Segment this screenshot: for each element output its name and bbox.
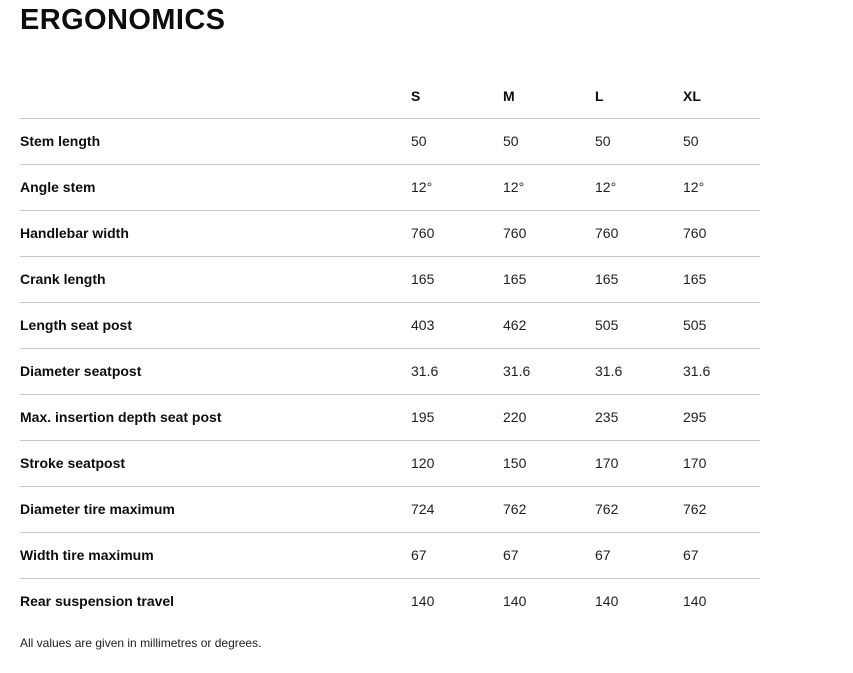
cell-value: 67 bbox=[683, 532, 760, 579]
cell-value: 165 bbox=[411, 256, 503, 303]
cell-value: 760 bbox=[411, 210, 503, 257]
table-row: Width tire maximum 67 67 67 67 bbox=[20, 532, 760, 579]
cell-value: 50 bbox=[411, 118, 503, 165]
cell-value: 165 bbox=[683, 256, 760, 303]
cell-value: 762 bbox=[503, 486, 595, 533]
table-row: Length seat post 403 462 505 505 bbox=[20, 302, 760, 349]
cell-value: 505 bbox=[595, 302, 683, 349]
table-header: S M L XL bbox=[20, 74, 760, 119]
column-header-l: L bbox=[595, 74, 683, 119]
table-row: Stroke seatpost 120 150 170 170 bbox=[20, 440, 760, 487]
cell-value: 31.6 bbox=[503, 348, 595, 395]
cell-value: 724 bbox=[411, 486, 503, 533]
column-header-xl: XL bbox=[683, 74, 760, 119]
column-header-m: M bbox=[503, 74, 595, 119]
cell-value: 67 bbox=[595, 532, 683, 579]
cell-value: 403 bbox=[411, 302, 503, 349]
cell-value: 170 bbox=[595, 440, 683, 487]
header-spacer-cell bbox=[20, 74, 411, 119]
cell-value: 12° bbox=[595, 164, 683, 211]
cell-value: 50 bbox=[503, 118, 595, 165]
cell-value: 140 bbox=[411, 593, 435, 610]
ergonomics-table: S M L XL Stem length 50 50 50 50 Angle stem 12° 12… bbox=[20, 74, 760, 624]
page-title: ERGONOMICS bbox=[20, 4, 226, 36]
ergonomics-section: ERGONOMICS S M L XL Stem length 50 50 50 50 Angl… bbox=[20, 4, 760, 650]
row-label: Handlebar width bbox=[20, 210, 411, 257]
table-row: Angle stem 12° 12° 12° 12° bbox=[20, 164, 760, 211]
cell-value: 120 bbox=[411, 440, 503, 487]
cell-value: 12° bbox=[503, 164, 595, 211]
row-label: Max. insertion depth seat post bbox=[20, 394, 411, 441]
footnote: All values are given in millimetres or d… bbox=[20, 636, 262, 650]
cell-value: 760 bbox=[595, 210, 683, 257]
row-label: Rear suspension travel bbox=[20, 593, 175, 610]
table-row: Diameter tire maximum 724 762 762 762 bbox=[20, 486, 760, 533]
cell-value: 31.6 bbox=[411, 348, 503, 395]
cell-value: 235 bbox=[595, 394, 683, 441]
row-label: Width tire maximum bbox=[20, 532, 411, 579]
cell-value: 12° bbox=[683, 164, 760, 211]
table-body: Stem length 50 50 50 50 Angle stem 12° 12° 12° 12… bbox=[20, 118, 760, 624]
table-row: Max. insertion depth seat post 195 220 235 2… bbox=[20, 394, 760, 441]
cell-value: 195 bbox=[411, 394, 503, 441]
cell-value: 760 bbox=[503, 210, 595, 257]
cell-value: 140 bbox=[683, 593, 707, 610]
row-label: Stroke seatpost bbox=[20, 440, 411, 487]
table-row: Diameter seatpost 31.6 31.6 31.6 31.6 bbox=[20, 348, 760, 395]
cell-value: 505 bbox=[683, 302, 760, 349]
table-row: Crank length 165 165 165 165 bbox=[20, 256, 760, 303]
header-row: S M L XL bbox=[20, 74, 760, 119]
table-row: Rear suspension travel 140 140 140 140 bbox=[20, 578, 760, 624]
cell-value: 140 bbox=[595, 593, 619, 610]
cell-value: 762 bbox=[595, 486, 683, 533]
cell-value: 220 bbox=[503, 394, 595, 441]
row-label: Stem length bbox=[20, 118, 411, 165]
cell-value: 462 bbox=[503, 302, 595, 349]
table-row: Handlebar width 760 760 760 760 bbox=[20, 210, 760, 257]
column-header-s: S bbox=[411, 74, 503, 119]
cell-value: 50 bbox=[595, 118, 683, 165]
row-label: Crank length bbox=[20, 256, 411, 303]
cell-value: 295 bbox=[683, 394, 760, 441]
cell-value: 165 bbox=[503, 256, 595, 303]
row-label: Diameter tire maximum bbox=[20, 486, 411, 533]
cell-value: 760 bbox=[683, 210, 760, 257]
row-label: Diameter seatpost bbox=[20, 348, 411, 395]
cell-value: 762 bbox=[683, 486, 760, 533]
cell-value: 170 bbox=[683, 440, 760, 487]
table-row: Stem length 50 50 50 50 bbox=[20, 118, 760, 165]
row-label: Angle stem bbox=[20, 164, 411, 211]
cell-value: 12° bbox=[411, 164, 503, 211]
cell-value: 67 bbox=[503, 532, 595, 579]
cell-value: 150 bbox=[503, 440, 595, 487]
cell-value: 31.6 bbox=[595, 348, 683, 395]
row-label: Length seat post bbox=[20, 302, 411, 349]
cell-value: 140 bbox=[503, 593, 527, 610]
cell-value: 165 bbox=[595, 256, 683, 303]
cell-value: 31.6 bbox=[683, 348, 760, 395]
cell-value: 67 bbox=[411, 532, 503, 579]
cell-value: 50 bbox=[683, 118, 760, 165]
